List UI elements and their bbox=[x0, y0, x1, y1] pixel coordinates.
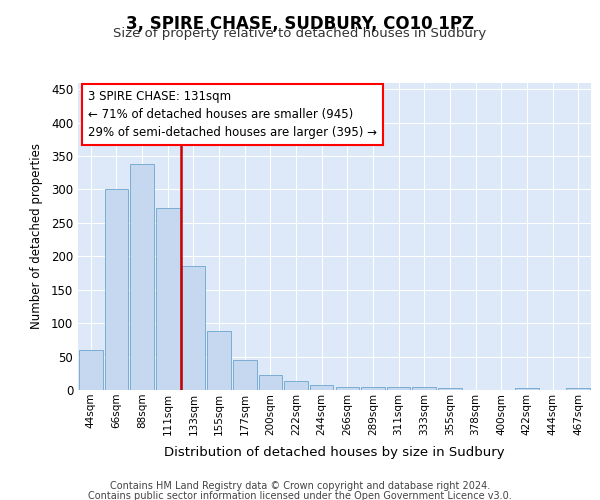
Bar bbox=[130, 164, 154, 390]
Bar bbox=[515, 388, 539, 390]
Text: 3, SPIRE CHASE, SUDBURY, CO10 1PZ: 3, SPIRE CHASE, SUDBURY, CO10 1PZ bbox=[126, 15, 474, 33]
X-axis label: Distribution of detached houses by size in Sudbury: Distribution of detached houses by size … bbox=[164, 446, 505, 459]
Bar bbox=[104, 189, 128, 390]
Bar bbox=[233, 360, 257, 390]
Bar bbox=[438, 388, 462, 390]
Bar bbox=[412, 388, 436, 390]
Bar bbox=[207, 330, 231, 390]
Bar bbox=[79, 350, 103, 390]
Bar bbox=[387, 386, 410, 390]
Bar bbox=[566, 388, 590, 390]
Bar bbox=[335, 386, 359, 390]
Bar bbox=[259, 376, 282, 390]
Text: Contains public sector information licensed under the Open Government Licence v3: Contains public sector information licen… bbox=[88, 491, 512, 500]
Bar bbox=[182, 266, 205, 390]
Bar bbox=[156, 208, 179, 390]
Text: 3 SPIRE CHASE: 131sqm
← 71% of detached houses are smaller (945)
29% of semi-det: 3 SPIRE CHASE: 131sqm ← 71% of detached … bbox=[88, 90, 377, 139]
Bar bbox=[310, 386, 334, 390]
Text: Contains HM Land Registry data © Crown copyright and database right 2024.: Contains HM Land Registry data © Crown c… bbox=[110, 481, 490, 491]
Bar bbox=[284, 380, 308, 390]
Text: Size of property relative to detached houses in Sudbury: Size of property relative to detached ho… bbox=[113, 28, 487, 40]
Bar bbox=[361, 388, 385, 390]
Y-axis label: Number of detached properties: Number of detached properties bbox=[29, 143, 43, 329]
